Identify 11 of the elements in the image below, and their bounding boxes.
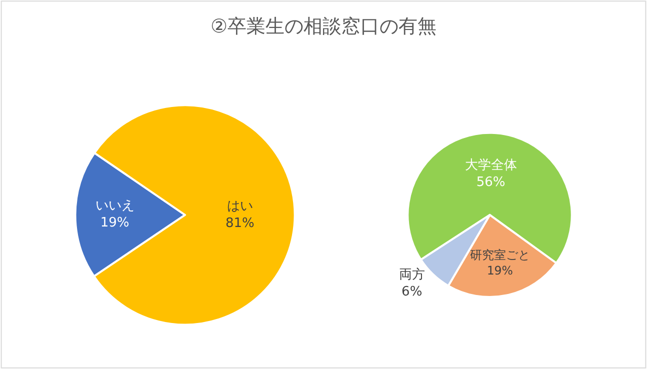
- data-label: 19%: [100, 216, 130, 231]
- data-label: 56%: [476, 174, 506, 190]
- data-label: 19%: [486, 263, 513, 278]
- slice-label: 両方: [398, 266, 425, 282]
- data-label: 81%: [225, 216, 254, 232]
- slice-label: 研究室ごと: [470, 248, 530, 262]
- slice-label: はい: [226, 199, 253, 214]
- chart-title: ②卒業生の相談窓口の有無: [210, 15, 437, 38]
- slice-label: いいえ: [95, 198, 134, 214]
- data-label: 6%: [402, 284, 422, 300]
- slice-label: 大学全体: [464, 158, 517, 173]
